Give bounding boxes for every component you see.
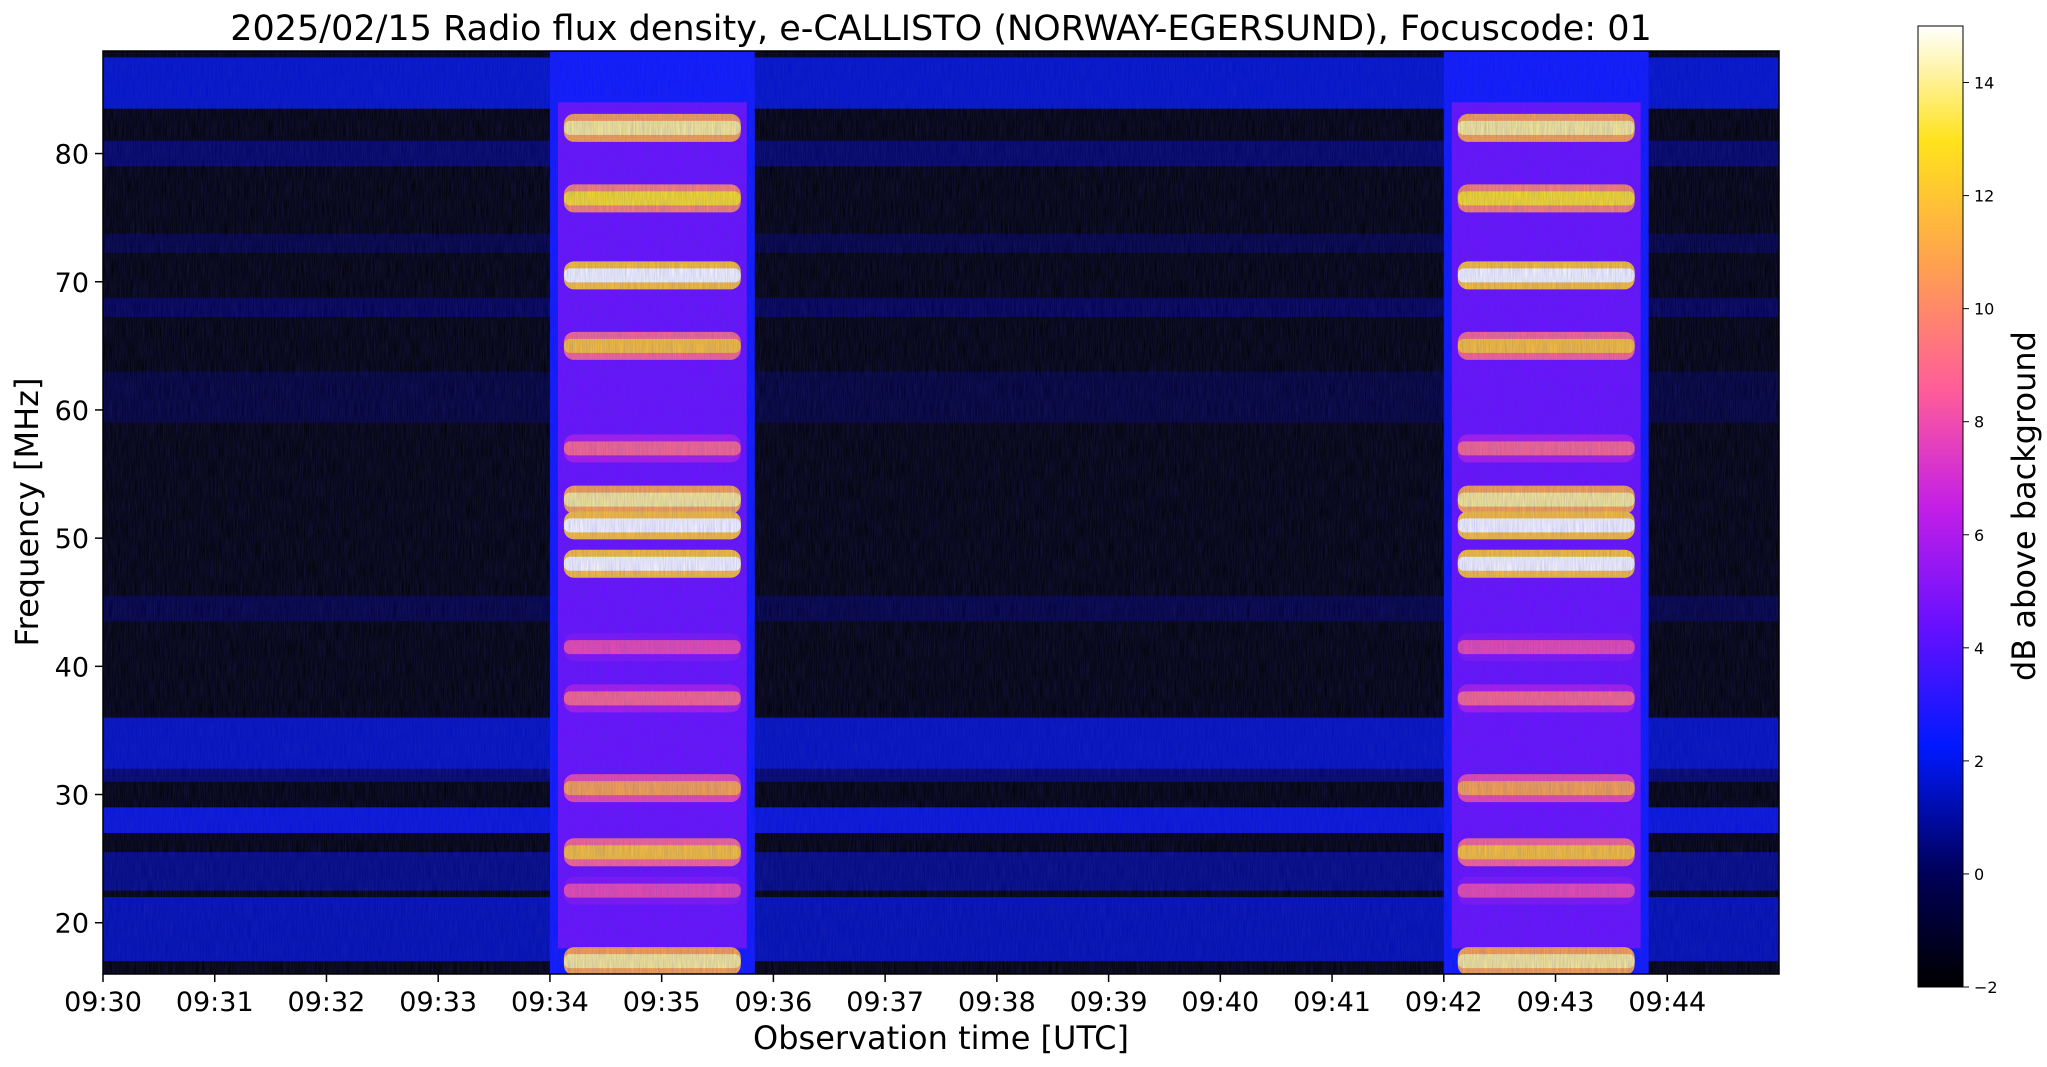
x-tick-label: 09:33 (399, 987, 477, 1018)
y-tick-label: 70 (55, 268, 89, 299)
colorbar-tick-label: 6 (1974, 526, 1984, 545)
colorbar-gradient (1917, 25, 1964, 988)
y-tick-label: 20 (55, 909, 89, 940)
x-tick-label: 09:32 (288, 987, 366, 1018)
x-axis-label: Observation time [UTC] (753, 1019, 1129, 1057)
x-axis: 09:30 09:31 09:32 09:33 09:34 09:35 09:36 09:37… (64, 974, 1706, 1018)
y-axis: 20 30 40 50 60 70 80 (55, 140, 103, 940)
x-tick-label: 09:44 (1628, 987, 1706, 1018)
colorbar-tick-label: −2 (1974, 978, 1998, 997)
colorbar-tick-label: 10 (1974, 300, 1994, 319)
colorbar-ticks: −2 0 2 4 6 8 10 12 14 (1963, 74, 1998, 997)
colorbar-tick-label: 14 (1974, 74, 1994, 93)
y-axis-label: Frequency [MHz] (8, 378, 46, 647)
y-tick-label: 60 (55, 396, 89, 427)
x-tick-label: 09:35 (623, 987, 701, 1018)
y-tick-label: 40 (55, 652, 89, 683)
colorbar-tick-label: 12 (1974, 187, 1994, 206)
x-tick-label: 09:37 (846, 987, 924, 1018)
colorbar-tick-label: 8 (1974, 413, 1984, 432)
x-tick-label: 09:30 (64, 987, 142, 1018)
colorbar-tick-label: 2 (1974, 752, 1984, 771)
colorbar-tick-label: 4 (1974, 639, 1984, 658)
x-tick-label: 09:31 (176, 987, 254, 1018)
x-tick-label: 09:41 (1293, 987, 1371, 1018)
colorbar-label: dB above background (2005, 331, 2043, 681)
colorbar: −2 0 2 4 6 8 10 12 14 dB above background (1917, 25, 2043, 997)
y-tick-label: 80 (55, 140, 89, 171)
x-tick-label: 09:39 (1070, 987, 1148, 1018)
x-tick-label: 09:34 (511, 987, 589, 1018)
x-tick-label: 09:42 (1405, 987, 1483, 1018)
plot-area (103, 51, 1779, 974)
y-tick-label: 30 (55, 781, 89, 812)
x-tick-label: 09:38 (958, 987, 1036, 1018)
plot-frame (102, 50, 1780, 975)
x-tick-label: 09:36 (734, 987, 812, 1018)
texture-overlay (103, 51, 1779, 974)
x-tick-label: 09:43 (1517, 987, 1595, 1018)
colorbar-tick-label: 0 (1974, 865, 1984, 884)
y-tick-label: 50 (55, 524, 89, 555)
chart-title: 2025/02/15 Radio flux density, e-CALLIST… (230, 9, 1652, 49)
x-tick-label: 09:40 (1181, 987, 1259, 1018)
